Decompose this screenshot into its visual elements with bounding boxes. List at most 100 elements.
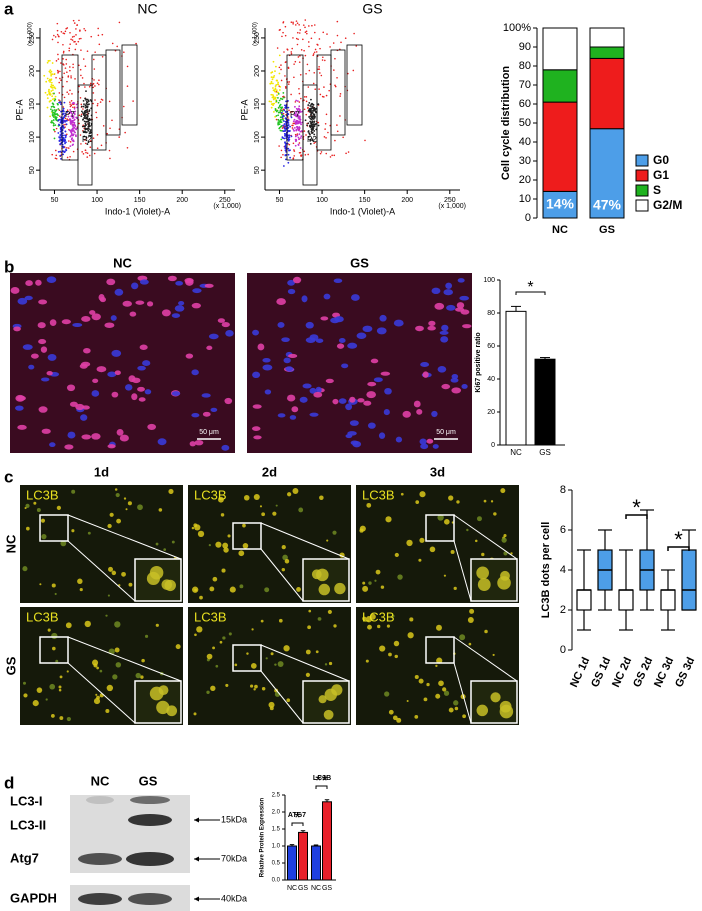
event-dot (63, 101, 66, 104)
event-dot (319, 152, 322, 155)
nucleus (415, 325, 424, 332)
event-dot (73, 130, 76, 133)
event-dot (96, 104, 99, 107)
event-dot (84, 104, 87, 107)
y-axis-label: LC3B dots per cell (540, 522, 552, 619)
event-dot (300, 130, 303, 132)
event-dot (309, 115, 312, 117)
event-dot (274, 115, 277, 118)
event-dot (62, 52, 65, 54)
event-dot (54, 36, 57, 38)
cell (391, 614, 395, 618)
nucleus (257, 343, 265, 351)
cell (23, 693, 28, 698)
box (576, 589, 592, 611)
cell (107, 523, 112, 529)
event-dot (72, 101, 75, 104)
nucleus (171, 391, 181, 396)
event-dot (314, 31, 316, 34)
event-dot (325, 113, 328, 116)
event-dot (73, 118, 76, 121)
inset-connector (453, 662, 472, 724)
cell (292, 488, 299, 494)
event-dot (268, 100, 271, 103)
event-dot (270, 71, 273, 74)
event-dot (92, 83, 95, 85)
event-dot (88, 109, 91, 112)
event-dot (287, 161, 290, 164)
event-dot (86, 156, 89, 158)
cell (141, 658, 145, 663)
event-dot (308, 25, 310, 27)
nucleus (114, 370, 121, 376)
event-dot (321, 95, 324, 98)
nucleus (455, 307, 465, 312)
event-dot (62, 50, 65, 53)
event-dot (81, 111, 84, 114)
cell (93, 663, 98, 668)
event-dot (72, 133, 75, 136)
cell (278, 618, 283, 623)
nucleus (347, 431, 357, 436)
event-dot (85, 151, 87, 154)
cell (123, 497, 127, 500)
significance-mark: * (632, 495, 641, 520)
event-dot (82, 108, 84, 110)
event-dot (282, 31, 284, 34)
event-dot (287, 129, 289, 132)
event-dot (59, 136, 62, 139)
event-dot (328, 89, 330, 92)
event-dot (314, 88, 317, 90)
x-tick-label: 50 (51, 197, 59, 204)
event-dot (48, 79, 50, 82)
cell (426, 682, 430, 687)
x-tick-label: 100 (316, 197, 328, 204)
cell (36, 508, 41, 512)
cell (477, 578, 491, 591)
nucleus (96, 366, 107, 373)
event-dot (298, 115, 301, 118)
event-dot (58, 118, 61, 121)
event-dot (83, 110, 86, 113)
inset-connector (67, 662, 136, 724)
nucleus (288, 353, 298, 358)
nucleus (253, 435, 262, 440)
nucleus (287, 279, 295, 286)
event-dot (298, 92, 301, 95)
cell (388, 709, 394, 715)
bar (322, 801, 332, 881)
event-dot (278, 145, 280, 147)
event-dot (101, 33, 104, 36)
x-tick-label: GS (539, 448, 551, 457)
event-dot (318, 65, 320, 68)
y-tick-label: 50 (29, 166, 36, 174)
event-dot (284, 149, 287, 152)
event-dot (279, 109, 282, 111)
event-dot (90, 35, 93, 38)
event-dot (78, 19, 80, 22)
event-dot (284, 154, 287, 157)
event-dot (278, 127, 281, 130)
cell (22, 566, 28, 572)
event-dot (282, 153, 284, 156)
event-dot (312, 118, 315, 120)
event-dot (336, 130, 339, 133)
nucleus (217, 318, 226, 323)
event-dot (57, 103, 59, 106)
cell (39, 583, 42, 586)
blot-band (126, 852, 174, 866)
nucleus (315, 386, 322, 394)
cell (95, 693, 98, 696)
event-dot (71, 128, 74, 131)
cell (476, 566, 489, 580)
event-dot (80, 37, 82, 40)
nucleus (320, 316, 329, 321)
nucleus (302, 383, 312, 389)
event-dot (84, 149, 87, 152)
event-dot (69, 156, 71, 158)
event-dot (325, 94, 328, 97)
event-dot (47, 60, 50, 62)
event-dot (292, 142, 295, 145)
event-dot (278, 72, 281, 75)
event-dot (288, 134, 291, 137)
